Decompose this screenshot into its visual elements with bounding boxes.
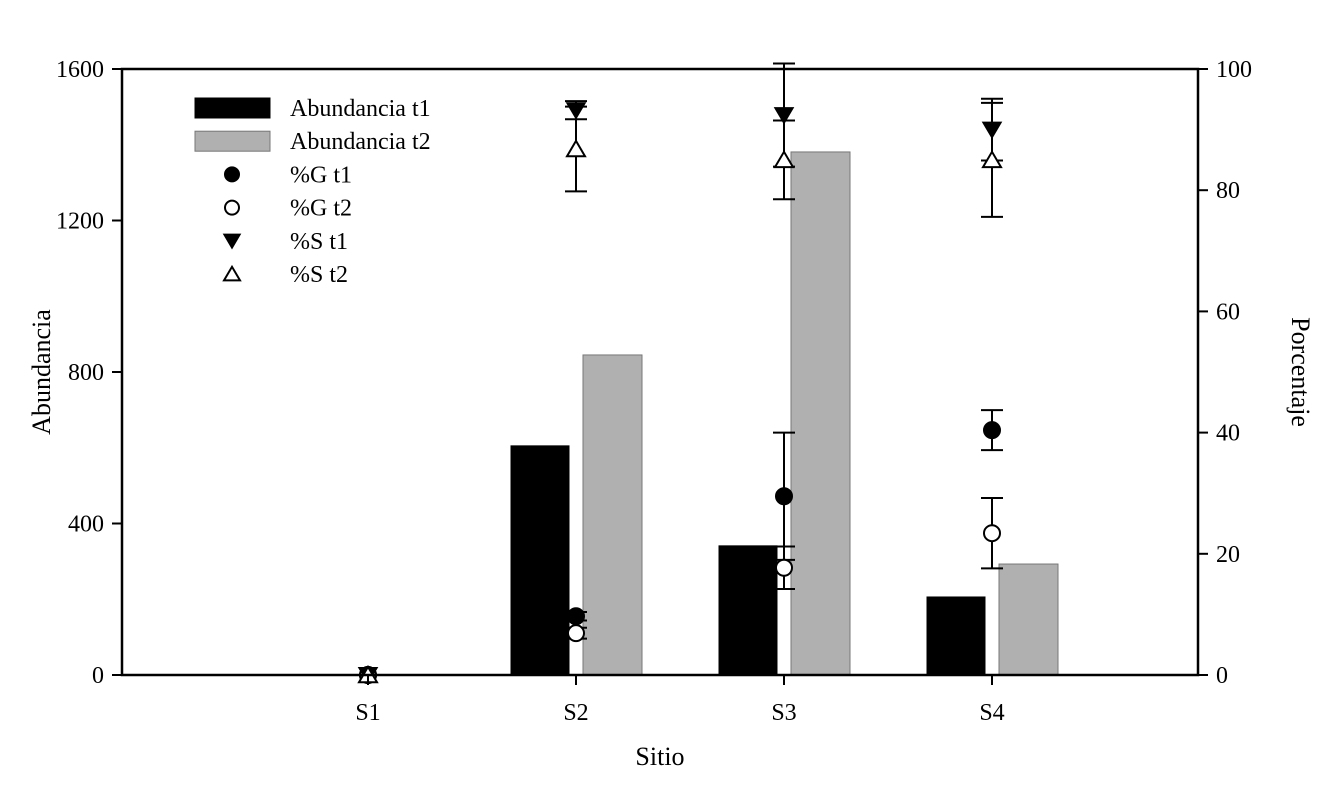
y-axis-label: Abundancia bbox=[27, 309, 56, 435]
y2-tick-label: 40 bbox=[1216, 421, 1240, 447]
x-tick-label: S3 bbox=[771, 700, 796, 726]
legend: Abundancia t1 Abundancia t2 %G t1 %G t2 %S t… bbox=[194, 96, 431, 288]
point-pct-s-t2-s3 bbox=[773, 149, 795, 169]
legend-swatch bbox=[194, 97, 271, 119]
x-tick-label: S4 bbox=[979, 700, 1004, 726]
bar-abundancia-t1-s4 bbox=[926, 596, 986, 676]
point-pct-g-t2-s2 bbox=[567, 624, 585, 643]
bar-abundancia-t2-s2 bbox=[582, 354, 643, 676]
y2-axis-label: Porcentaje bbox=[1286, 317, 1315, 427]
y2-tick-label: 0 bbox=[1216, 663, 1228, 689]
bar-abundancia-t2-s3 bbox=[790, 151, 851, 676]
bar-abundancia-t2-s4 bbox=[998, 563, 1059, 676]
point-pct-g-t2-s4 bbox=[983, 524, 1001, 543]
legend-label: %S t2 bbox=[290, 262, 348, 288]
point-pct-g-t2-s3 bbox=[775, 558, 793, 577]
legend-marker-icon bbox=[224, 199, 240, 216]
x-axis-label: Sitio bbox=[635, 742, 684, 771]
y-tick-label: 1600 bbox=[56, 57, 104, 83]
legend-label: %G t1 bbox=[290, 162, 352, 188]
legend-marker-icon bbox=[222, 264, 242, 282]
y2-tick-label: 100 bbox=[1216, 57, 1252, 83]
legend-label: %G t2 bbox=[290, 196, 352, 222]
y2-tick-label: 20 bbox=[1216, 542, 1240, 568]
y2-tick-label: 80 bbox=[1216, 178, 1240, 204]
x-tick-label: S1 bbox=[355, 700, 380, 726]
point-pct-g-t1-s3 bbox=[775, 487, 793, 506]
legend-marker-icon bbox=[224, 166, 240, 183]
legend-label: Abundancia t2 bbox=[290, 129, 431, 155]
point-pct-s-t2-s2 bbox=[565, 138, 587, 158]
legend-marker-icon bbox=[222, 233, 242, 250]
x-tick-label: S2 bbox=[563, 700, 588, 726]
bar-abundancia-t1-s3 bbox=[718, 545, 778, 676]
y-tick-label: 0 bbox=[92, 663, 104, 689]
legend-label: %S t1 bbox=[290, 229, 348, 255]
y-tick-label: 400 bbox=[68, 512, 104, 538]
y2-tick-label: 60 bbox=[1216, 299, 1240, 325]
axes-layer: 0 400 800 1200 1600 0 20 40 60 80 100 S1 S2 S3 S4 bbox=[56, 57, 1252, 726]
y-tick-label: 800 bbox=[68, 360, 104, 386]
point-pct-s-t1-s3 bbox=[773, 107, 795, 125]
point-pct-s-t2-s4 bbox=[981, 149, 1003, 169]
bar-abundancia-t1-s2 bbox=[510, 445, 570, 676]
legend-label: Abundancia t1 bbox=[290, 96, 431, 122]
point-pct-g-t1-s4 bbox=[983, 421, 1001, 440]
points-layer bbox=[357, 62, 1003, 685]
bars-layer bbox=[510, 151, 1059, 676]
point-pct-g-t1-s2 bbox=[567, 607, 585, 626]
legend-swatch bbox=[194, 130, 271, 152]
y-tick-label: 1200 bbox=[56, 209, 104, 235]
